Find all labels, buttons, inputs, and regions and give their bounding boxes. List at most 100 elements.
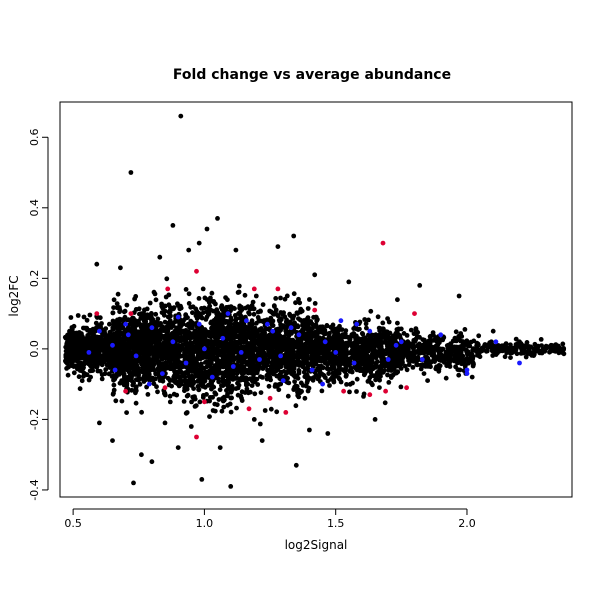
point-black [343,328,349,333]
point-black [289,329,295,335]
point-black [325,366,331,372]
point-black [142,329,148,335]
point-black [133,377,139,382]
point-black [556,345,562,350]
point-black [456,293,462,299]
point-blue [464,367,470,373]
point-black [404,367,410,373]
point-black [162,308,168,314]
point-black [306,328,312,334]
point-black [198,381,204,386]
point-black [468,353,474,359]
point-blue [220,335,226,341]
point-black [133,349,139,355]
point-black [311,314,316,320]
point-black [226,347,232,353]
point-black [366,332,371,338]
point-black [344,382,349,387]
point-black [309,349,314,355]
point-black [446,358,452,364]
point-black [189,323,195,329]
point-black [132,318,138,323]
point-black [125,326,131,331]
point-black [221,394,227,400]
point-black [418,366,424,372]
point-black [126,345,131,351]
point-black [382,363,388,369]
point-black [367,336,373,342]
point-blue [202,346,207,352]
point-black [90,351,96,357]
point-red [341,388,346,394]
point-black [129,375,134,381]
point-black [272,304,277,309]
point-black [193,313,199,319]
point-black [220,319,225,325]
point-black [296,355,301,361]
point-black [129,387,135,393]
y-axis: -0.4-0.20.00.20.40.6 [28,129,49,501]
point-black [377,352,382,358]
point-black [234,349,240,355]
point-black [176,359,182,365]
point-black [268,406,274,412]
point-black [314,331,320,337]
point-black [184,386,190,392]
point-black [371,364,377,370]
point-black [186,342,192,347]
point-black [110,438,115,443]
point-black [213,391,219,397]
point-black [89,336,94,342]
point-black [340,357,346,363]
point-black [353,350,358,356]
point-black [123,358,129,364]
data-points [62,113,567,489]
point-blue [270,328,276,334]
point-black [397,363,402,369]
point-black [327,383,332,388]
point-black [125,362,131,368]
point-black [75,366,81,372]
point-black [284,364,290,370]
point-black [310,359,315,364]
point-black [71,346,77,352]
point-black [322,344,328,350]
point-black [185,392,191,398]
y-tick-label: 0.6 [28,129,41,147]
point-black [195,329,201,334]
point-blue [393,342,399,348]
point-black [343,373,349,379]
point-black [352,334,357,340]
point-black [96,349,101,354]
point-black [111,382,117,388]
point-black [209,290,215,296]
point-black [180,373,186,379]
point-black [426,339,432,345]
point-black [82,336,87,342]
point-black [241,376,247,381]
point-black [346,341,352,347]
point-black [297,300,303,306]
point-black [251,339,257,344]
point-black [255,382,261,387]
point-black [172,376,178,382]
point-black [282,336,288,342]
point-black [204,226,210,232]
y-tick-label: -0.2 [28,409,41,430]
point-black [477,354,483,360]
point-black [255,364,261,370]
point-black [167,309,173,315]
point-black [254,333,260,339]
point-black [292,363,297,369]
point-black [209,349,214,354]
point-black [410,358,415,363]
point-black [197,399,203,405]
point-black [111,326,117,332]
point-black [319,388,325,394]
point-red [165,286,171,292]
point-black [362,335,368,341]
point-black [291,291,297,297]
point-black [256,342,261,347]
point-black [76,338,82,344]
point-black [186,346,192,352]
